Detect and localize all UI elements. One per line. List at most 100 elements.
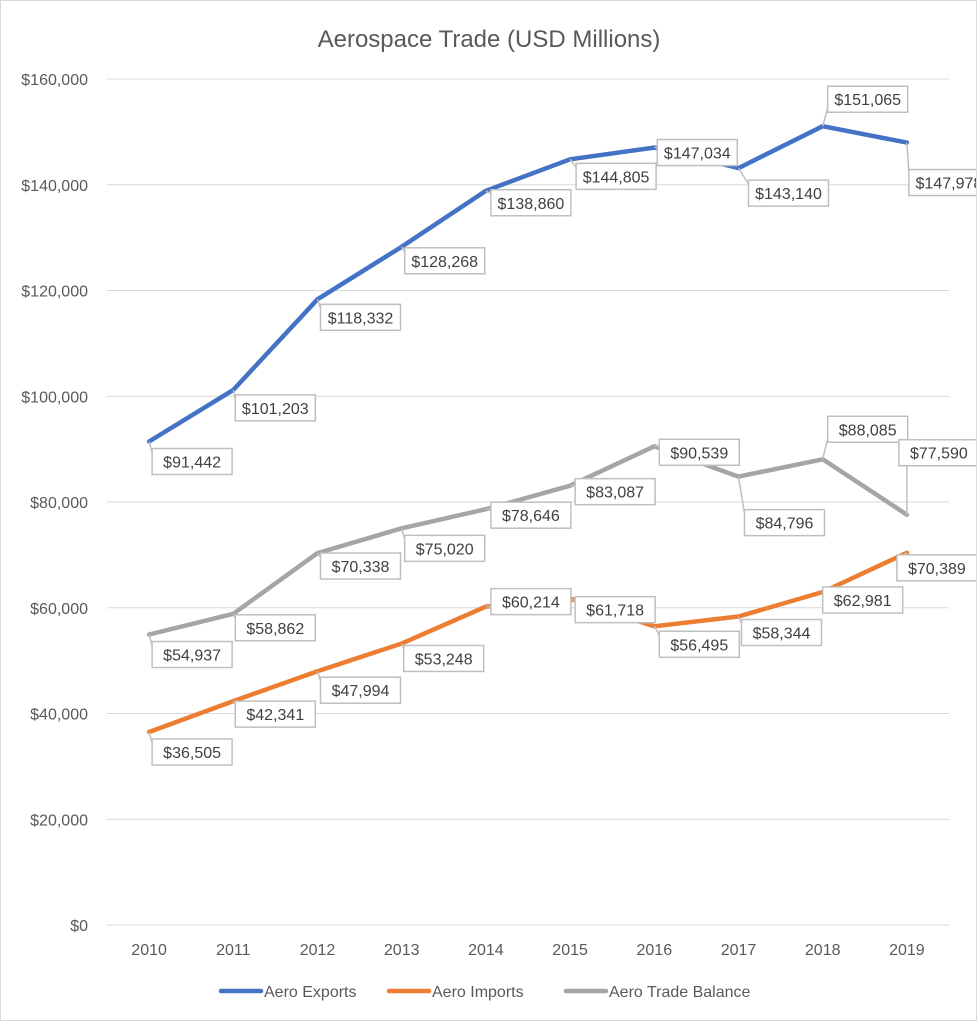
x-tick-label: 2011 xyxy=(216,942,251,959)
data-label: $138,860 xyxy=(485,189,572,217)
data-label: $56,495 xyxy=(653,625,741,659)
legend-label: Aero Trade Balance xyxy=(609,984,751,1001)
legend-label: Aero Imports xyxy=(432,984,524,1001)
data-label: $47,994 xyxy=(316,671,402,704)
data-label: $128,268 xyxy=(401,246,486,275)
data-label: $62,981 xyxy=(821,586,904,614)
label-box xyxy=(319,303,402,332)
label-text: $84,796 xyxy=(756,516,814,533)
data-label: $88,085 xyxy=(821,415,909,460)
x-tick-label: 2010 xyxy=(131,942,167,959)
y-tick-label: $160,000 xyxy=(21,72,88,89)
label-text: $118,332 xyxy=(328,310,394,327)
chart-title: Aerospace Trade (USD Millions) xyxy=(318,26,661,53)
label-text: $143,140 xyxy=(755,186,822,203)
label-text: $101,203 xyxy=(242,401,309,418)
label-leader-line xyxy=(737,476,746,514)
y-tick-label: $140,000 xyxy=(21,178,88,195)
label-leader-line xyxy=(569,597,576,602)
data-label: $151,065 xyxy=(821,85,909,127)
label-leader-line xyxy=(737,167,750,185)
label-box xyxy=(574,595,656,624)
legend-item: Aero Exports xyxy=(218,984,356,1001)
y-tick-label: $60,000 xyxy=(30,601,88,618)
label-text: $56,495 xyxy=(670,637,728,654)
data-label: $54,937 xyxy=(148,634,233,669)
label-box xyxy=(490,587,572,616)
label-box xyxy=(743,508,826,537)
label-text: $147,978 xyxy=(916,176,976,193)
label-box xyxy=(658,438,741,467)
label-box xyxy=(151,738,233,766)
label-text: $144,805 xyxy=(583,169,650,186)
data-label: $42,341 xyxy=(232,700,317,728)
label-box xyxy=(821,586,904,614)
data-label: $70,389 xyxy=(896,552,977,582)
label-box xyxy=(826,415,909,444)
y-axis-ticks: $0 $20,000 $40,000 $60,000 $80,000 $100,000 $1… xyxy=(21,72,88,935)
data-label: $77,590 xyxy=(898,438,977,515)
x-axis-ticks: 2010 2011 2012 2013 2014 2015 2016 2017 2018 2019 xyxy=(131,942,924,959)
label-text: $91,442 xyxy=(163,455,221,472)
label-leader-line xyxy=(821,108,829,127)
data-label: $75,020 xyxy=(400,528,486,563)
label-text: $90,539 xyxy=(670,445,728,462)
data-label: $61,718 xyxy=(569,595,656,624)
y-tick-label: $20,000 xyxy=(30,812,88,829)
x-tick-label: 2012 xyxy=(300,942,336,959)
label-leader-line xyxy=(906,142,910,174)
legend-item: Aero Imports xyxy=(386,984,524,1001)
data-label: $58,344 xyxy=(737,616,823,647)
label-text: $77,590 xyxy=(910,446,968,463)
label-text: $75,020 xyxy=(416,541,474,558)
x-tick-label: 2017 xyxy=(721,942,757,959)
label-box xyxy=(403,247,486,275)
label-box xyxy=(490,189,572,217)
data-label: $60,214 xyxy=(485,587,572,616)
label-text: $42,341 xyxy=(246,707,304,724)
data-label: $90,539 xyxy=(654,438,741,467)
label-box xyxy=(490,501,572,529)
data-label: $118,332 xyxy=(316,299,402,332)
data-label: $147,034 xyxy=(654,138,739,167)
label-box xyxy=(319,676,402,704)
label-box xyxy=(234,614,317,642)
x-tick-label: 2018 xyxy=(805,942,841,959)
data-label: $78,646 xyxy=(485,501,572,529)
label-box xyxy=(908,168,977,197)
label-text: $58,344 xyxy=(753,626,811,643)
label-box xyxy=(656,138,739,167)
label-box xyxy=(826,85,909,113)
label-text: $151,065 xyxy=(834,92,901,109)
y-tick-label: $100,000 xyxy=(21,389,88,406)
data-label: $58,862 xyxy=(232,613,317,642)
label-box xyxy=(740,618,823,647)
label-leader-line xyxy=(569,158,577,168)
y-tick-label: $80,000 xyxy=(30,495,88,512)
x-tick-label: 2013 xyxy=(384,942,420,959)
label-text: $70,338 xyxy=(332,559,390,576)
label-box xyxy=(403,534,486,563)
label-text: $88,085 xyxy=(839,422,897,439)
y-tick-label: $120,000 xyxy=(21,284,88,301)
label-box xyxy=(658,630,741,659)
data-label: $83,087 xyxy=(570,477,656,506)
label-text: $53,248 xyxy=(415,651,473,668)
label-box xyxy=(151,640,233,669)
label-text: $36,505 xyxy=(163,745,221,762)
label-text: $138,860 xyxy=(498,196,565,213)
data-labels: $91,442 $101,203 $118,332 $128,268 $138,860 $… xyxy=(148,85,977,766)
label-box xyxy=(747,179,830,207)
label-text: $61,718 xyxy=(586,603,644,620)
label-text: $62,981 xyxy=(834,593,892,610)
label-leader-line xyxy=(821,438,829,460)
label-box xyxy=(234,394,317,422)
data-label: $143,140 xyxy=(737,167,830,207)
x-tick-label: 2014 xyxy=(468,942,504,959)
label-text: $128,268 xyxy=(411,254,478,271)
y-tick-label: $0 xyxy=(70,918,88,935)
label-text: $54,937 xyxy=(163,648,221,665)
x-tick-label: 2015 xyxy=(552,942,588,959)
data-label: $101,203 xyxy=(232,389,317,422)
